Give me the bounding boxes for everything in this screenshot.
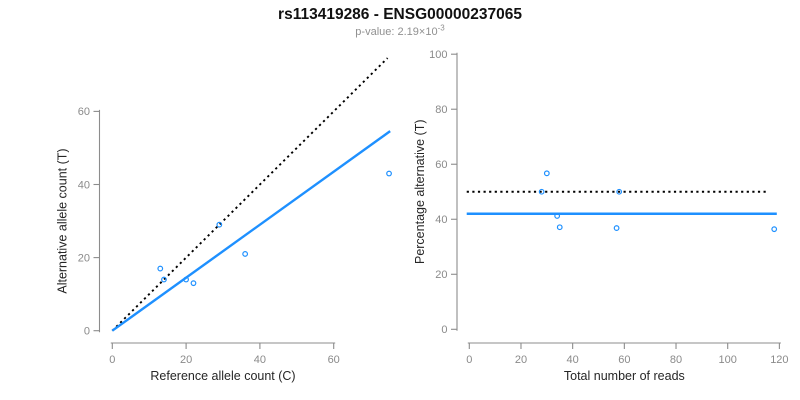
data-point: [556, 224, 563, 231]
x-tick-label: 20: [180, 354, 192, 366]
x-tick-label: 100: [719, 354, 737, 366]
y-tick-label: 60: [435, 159, 447, 171]
x-tick-label: 60: [328, 354, 340, 366]
pvalue-subtitle: p-value: 2.19×10-3: [0, 23, 800, 38]
pvalue-text: p-value: 2.19×10: [355, 26, 438, 38]
data-point: [157, 265, 164, 272]
data-point: [216, 221, 223, 228]
y-axis-title: Percentage alternative (T): [413, 119, 427, 264]
y-tick-label: 80: [435, 104, 447, 116]
x-tick-label: 0: [466, 354, 472, 366]
x-tick-label: 40: [254, 354, 266, 366]
data-point: [161, 276, 167, 283]
data-point: [543, 170, 550, 177]
y-tick-label: 40: [78, 179, 90, 191]
y-tick-label: 0: [441, 324, 447, 336]
y-tick-label: 60: [78, 106, 90, 118]
data-point: [616, 188, 623, 195]
y-tick-label: 20: [78, 252, 90, 264]
pvalue-exponent: -3: [437, 23, 445, 33]
x-tick-label: 20: [515, 354, 527, 366]
data-point: [386, 170, 392, 177]
x-axis-title: Total number of reads: [564, 369, 685, 383]
x-axis-title: Reference allele count (C): [150, 369, 295, 383]
y-tick-label: 40: [435, 214, 447, 226]
y-tick-label: 20: [435, 269, 447, 281]
data-point: [183, 276, 190, 283]
x-tick-label: 120: [770, 354, 788, 366]
y-axis-title: Alternative allele count (T): [56, 148, 70, 293]
fitted-line: [111, 130, 391, 332]
identity-line: [111, 57, 389, 332]
data-point: [613, 225, 620, 231]
data-point: [554, 213, 561, 219]
page-title: rs113419286 - ENSG00000237065: [278, 6, 522, 23]
y-tick-label: 0: [84, 326, 90, 338]
x-tick-label: 0: [109, 354, 115, 366]
y-tick-label: 100: [429, 49, 447, 61]
data-point: [771, 226, 778, 233]
x-tick-label: 40: [567, 354, 579, 366]
x-tick-label: 60: [618, 354, 630, 366]
x-tick-label: 80: [670, 354, 682, 366]
data-point: [190, 280, 197, 287]
data-point: [242, 251, 249, 257]
data-point: [538, 188, 545, 195]
